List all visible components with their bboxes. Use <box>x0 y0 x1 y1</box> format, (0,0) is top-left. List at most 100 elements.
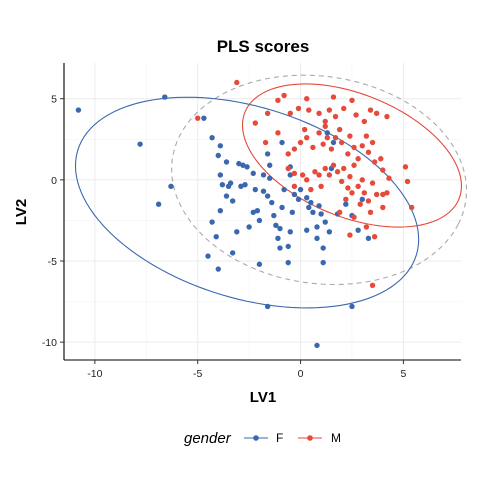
point-f <box>223 193 230 199</box>
point-f <box>250 209 256 216</box>
point-f <box>260 172 267 178</box>
point-f <box>219 182 226 188</box>
legend-item-m: M <box>298 431 341 445</box>
point-f <box>343 201 349 207</box>
point-m <box>347 173 353 180</box>
point-m <box>345 185 351 191</box>
point-f <box>227 180 234 186</box>
legend-label-f: F <box>276 431 283 445</box>
point-m <box>291 183 298 190</box>
point-f <box>168 183 174 190</box>
point-f <box>359 196 365 203</box>
y-tick-label: -10 <box>42 337 57 349</box>
point-f <box>137 141 143 147</box>
point-f <box>316 203 322 209</box>
point-f <box>256 217 263 224</box>
point-f <box>229 250 236 256</box>
point-m <box>347 232 353 238</box>
legend-key-point-f <box>253 435 259 441</box>
point-m <box>234 79 240 86</box>
point-m <box>367 209 374 216</box>
point-m <box>322 118 328 125</box>
point-f <box>277 225 283 232</box>
point-f <box>287 229 293 235</box>
point-f <box>215 152 221 159</box>
point-f <box>304 227 310 233</box>
ellipse-overall <box>171 74 468 286</box>
point-m <box>320 141 326 147</box>
point-m <box>408 204 415 211</box>
y-tick-label: 0 <box>51 175 57 187</box>
point-f <box>246 224 252 230</box>
score-points <box>75 79 415 349</box>
point-m <box>363 133 370 139</box>
point-m <box>365 198 372 204</box>
point-f <box>314 224 320 230</box>
point-f <box>162 94 168 100</box>
point-m <box>295 105 302 112</box>
point-f <box>75 107 82 113</box>
point-m <box>264 110 271 117</box>
point-m <box>291 146 298 152</box>
point-m <box>359 143 365 149</box>
point-f <box>330 139 337 146</box>
point-m <box>373 191 380 198</box>
x-axis-label: LV1 <box>250 389 276 406</box>
point-m <box>330 162 337 168</box>
x-axis-ticks: -10 -5 0 5 <box>87 360 406 380</box>
point-f <box>306 204 312 211</box>
point-f <box>279 204 285 211</box>
point-f <box>281 186 287 193</box>
point-m <box>369 180 376 186</box>
point-m <box>361 118 368 125</box>
point-m <box>310 144 316 151</box>
point-m <box>384 190 390 196</box>
point-m <box>338 139 345 146</box>
point-f <box>269 199 275 206</box>
point-m <box>326 107 333 113</box>
point-m <box>351 162 357 168</box>
point-m <box>369 139 376 146</box>
point-m <box>380 167 386 173</box>
legend-item-f: F <box>244 431 283 445</box>
point-m <box>404 178 411 185</box>
point-m <box>252 120 258 126</box>
point-f <box>267 175 273 181</box>
point-m <box>328 146 335 152</box>
point-m <box>347 133 353 139</box>
point-f <box>273 222 279 228</box>
point-f <box>155 201 162 207</box>
point-f <box>289 209 296 216</box>
point-m <box>367 107 374 113</box>
point-m <box>304 177 310 183</box>
point-m <box>363 224 370 230</box>
point-m <box>359 177 365 183</box>
point-f <box>355 227 361 233</box>
point-f <box>217 207 224 214</box>
point-f <box>295 196 302 203</box>
point-f <box>234 229 240 235</box>
point-f <box>264 303 271 310</box>
point-m <box>322 165 328 172</box>
point-m <box>332 134 339 141</box>
point-m <box>355 156 361 162</box>
point-m <box>343 196 349 203</box>
point-f <box>240 162 246 168</box>
point-m <box>402 164 409 170</box>
point-m <box>312 169 318 175</box>
point-f <box>213 233 219 240</box>
x-tick-label: -5 <box>193 368 202 380</box>
point-m <box>341 165 347 172</box>
point-f <box>256 261 263 267</box>
point-f <box>365 235 372 241</box>
point-m <box>373 110 380 117</box>
point-m <box>304 96 310 102</box>
point-f <box>287 172 293 178</box>
point-m <box>306 107 312 113</box>
point-m <box>262 139 269 146</box>
ellipse-m <box>241 83 463 228</box>
point-f <box>254 207 261 214</box>
legend-title: gender <box>184 430 232 447</box>
y-tick-label: -5 <box>48 256 57 268</box>
